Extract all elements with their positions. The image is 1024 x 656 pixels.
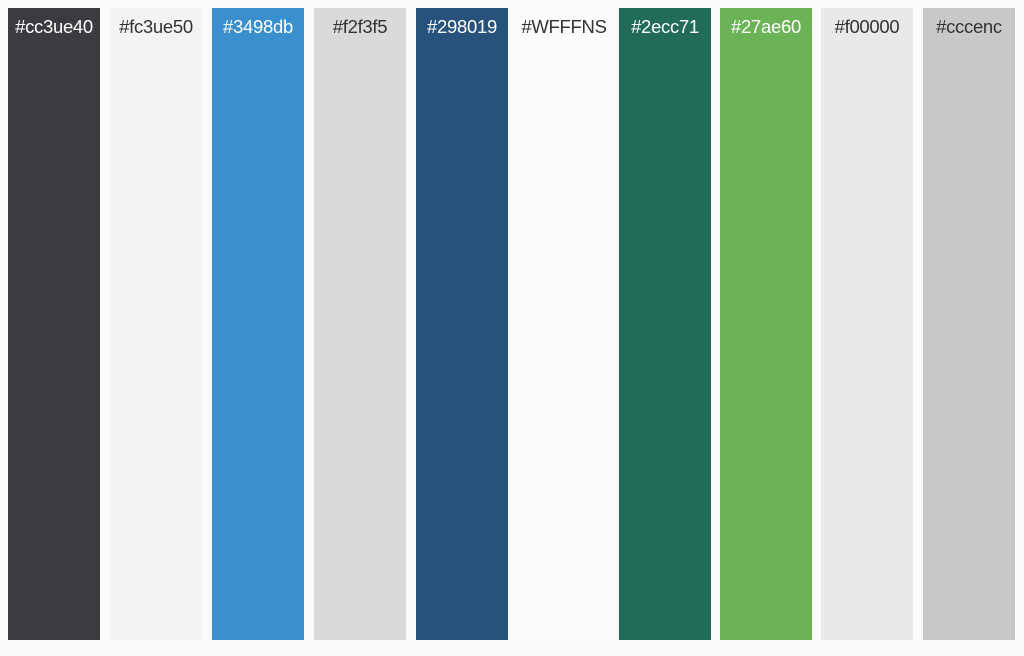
swatch-label: #3498db: [223, 16, 293, 37]
color-swatch: #cc3ue40: [8, 8, 100, 640]
color-swatch: #f00000: [821, 8, 913, 640]
bottom-strip: [0, 640, 1024, 656]
swatch-label: #f00000: [834, 16, 900, 37]
swatch-label: #298019: [427, 16, 497, 37]
color-swatch: #298019: [416, 8, 508, 640]
color-swatch: #3498db: [212, 8, 304, 640]
color-swatch: #fc3ue50: [110, 8, 202, 640]
swatch-label: #cc3ue40: [15, 16, 93, 37]
swatch-label: #fc3ue50: [119, 16, 193, 37]
swatch-label: #2ecc71: [631, 16, 699, 37]
swatch-label: #cccenc: [936, 16, 1002, 37]
color-swatch: #2ecc71: [619, 8, 711, 640]
color-swatch: #cccenc: [923, 8, 1015, 640]
color-swatch: #27ae60: [720, 8, 812, 640]
color-swatch: #f2f3f5: [314, 8, 406, 640]
color-swatch: #WFFFNS: [518, 8, 610, 640]
swatch-label: #27ae60: [731, 16, 801, 37]
swatch-label: #f2f3f5: [332, 16, 388, 37]
swatch-label: #WFFFNS: [521, 16, 607, 37]
